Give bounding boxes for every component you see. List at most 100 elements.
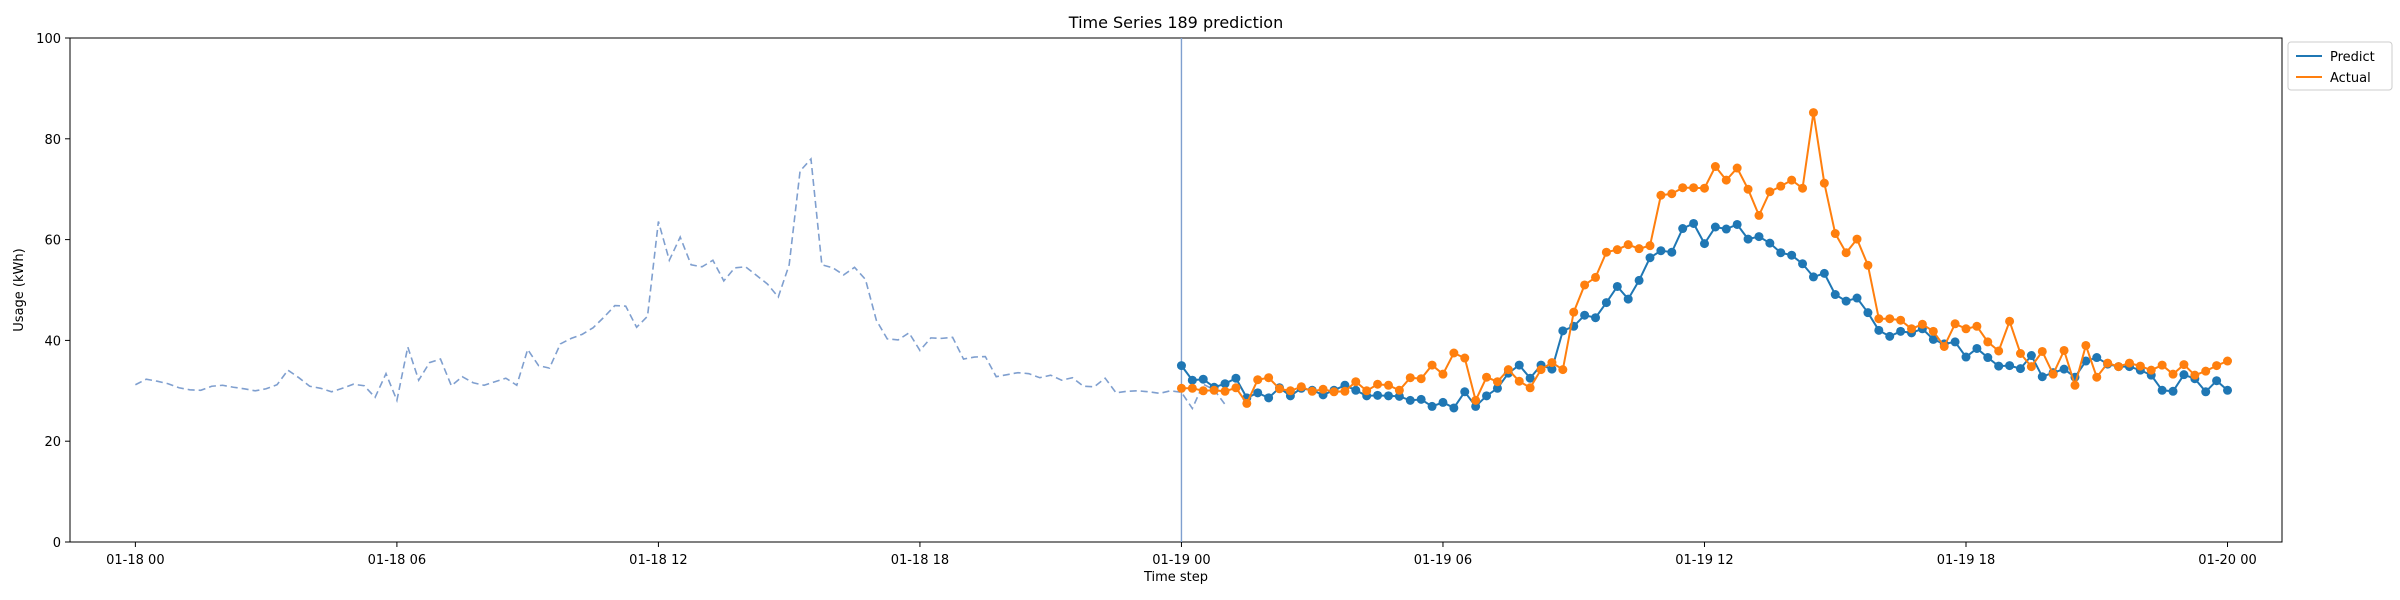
actual-point — [1318, 384, 1328, 394]
predict-point — [2223, 385, 2233, 395]
actual-point — [1471, 395, 1481, 405]
actual-point — [1776, 181, 1786, 191]
predict-point — [1612, 281, 1622, 291]
x-tick-label: 01-18 00 — [106, 553, 164, 568]
x-tick-label: 01-19 06 — [1414, 553, 1472, 568]
actual-point — [1285, 386, 1295, 396]
actual-point — [2015, 349, 2025, 358]
predict-point — [1231, 373, 1241, 383]
actual-point — [1798, 183, 1808, 193]
predict-point — [1492, 383, 1502, 393]
predict-point — [1373, 390, 1383, 400]
predict-point — [2168, 386, 2178, 396]
actual-point — [1710, 162, 1720, 172]
actual-point — [1765, 187, 1775, 197]
predict-point — [1645, 253, 1655, 263]
predict-point — [2015, 364, 2025, 374]
x-tick-label: 01-18 18 — [891, 553, 949, 568]
actual-point — [1787, 175, 1797, 185]
x-tick-label: 01-18 12 — [629, 553, 687, 568]
predict-point — [1525, 373, 1535, 383]
actual-point — [1885, 314, 1895, 324]
actual-point — [1721, 175, 1731, 185]
x-tick-label: 01-19 00 — [1152, 553, 1210, 568]
x-tick-label: 01-20 00 — [2198, 553, 2256, 568]
actual-point — [2070, 380, 2080, 390]
actual-point — [1689, 183, 1699, 193]
actual-point — [1482, 372, 1492, 382]
series-actual — [1176, 108, 2233, 408]
actual-point — [1242, 398, 1252, 408]
actual-point — [1656, 190, 1666, 200]
predict-point — [1678, 224, 1688, 234]
predict-point — [2059, 364, 2069, 374]
y-tick-label: 80 — [44, 133, 61, 148]
predict-point — [1351, 385, 1361, 395]
predict-point — [1863, 308, 1873, 318]
actual-point — [1176, 383, 1186, 393]
actual-point — [2201, 366, 2211, 376]
predict-point — [1972, 343, 1982, 353]
predict-point — [1819, 268, 1829, 278]
series-predict — [1176, 218, 2233, 413]
predict-point — [1482, 391, 1492, 401]
actual-point — [2157, 360, 2167, 370]
predict-point — [1721, 224, 1731, 234]
actual-point — [1623, 240, 1633, 250]
actual-point — [2103, 358, 2113, 368]
predict-point — [1601, 298, 1611, 308]
predict-point — [2081, 356, 2091, 366]
actual-point — [1405, 373, 1415, 383]
actual-point — [2135, 361, 2145, 371]
actual-point — [1427, 360, 1437, 370]
predict-point — [1460, 387, 1470, 397]
axes: 0 20 40 60 80 100 01-18 00 01-18 06 01-18 12 01-1… — [36, 32, 2283, 568]
predict-point — [2179, 370, 2189, 380]
actual-point — [1634, 244, 1644, 254]
legend-label-actual: Actual — [2330, 71, 2371, 86]
predict-point — [1253, 388, 1263, 398]
chart-title: Time Series 189 prediction — [1068, 13, 1283, 32]
plot-area — [135, 38, 2233, 542]
actual-point — [1841, 248, 1851, 258]
actual-point — [1329, 387, 1339, 397]
actual-point — [1416, 374, 1426, 384]
predict-point — [1656, 246, 1666, 256]
actual-point — [1558, 365, 1568, 375]
actual-point — [2146, 365, 2156, 375]
predict-point — [1667, 247, 1677, 257]
predict-point — [1928, 334, 1938, 344]
predict-point — [1580, 310, 1590, 320]
actual-point — [1187, 383, 1197, 393]
actual-point — [1296, 382, 1306, 392]
actual-point — [1645, 241, 1655, 251]
predict-point — [1383, 391, 1393, 401]
actual-point — [2168, 369, 2178, 379]
actual-point — [1373, 379, 1383, 389]
actual-point — [2212, 361, 2222, 371]
actual-point — [1492, 377, 1502, 387]
predict-point — [1449, 403, 1459, 413]
actual-point — [1808, 108, 1818, 118]
predict-point — [1438, 397, 1448, 407]
predict-point — [1732, 219, 1742, 229]
actual-point — [1917, 319, 1927, 329]
predict-point — [1514, 360, 1524, 370]
predict-point — [1416, 394, 1426, 404]
actual-point — [1253, 375, 1263, 385]
predict-point — [1710, 222, 1720, 232]
actual-point — [1536, 365, 1546, 375]
y-tick-label: 100 — [36, 32, 61, 47]
predict-point — [2092, 353, 2102, 363]
actual-point — [1264, 373, 1274, 383]
actual-point — [1950, 319, 1960, 329]
actual-point — [1438, 369, 1448, 379]
actual-point — [2081, 340, 2091, 350]
actual-point — [1569, 307, 1579, 317]
predict-point — [1983, 353, 1993, 363]
actual-point — [1961, 324, 1971, 334]
x-axis-label: Time step — [1143, 570, 1208, 585]
y-tick-label: 0 — [53, 536, 61, 551]
predict-point — [1961, 352, 1971, 362]
